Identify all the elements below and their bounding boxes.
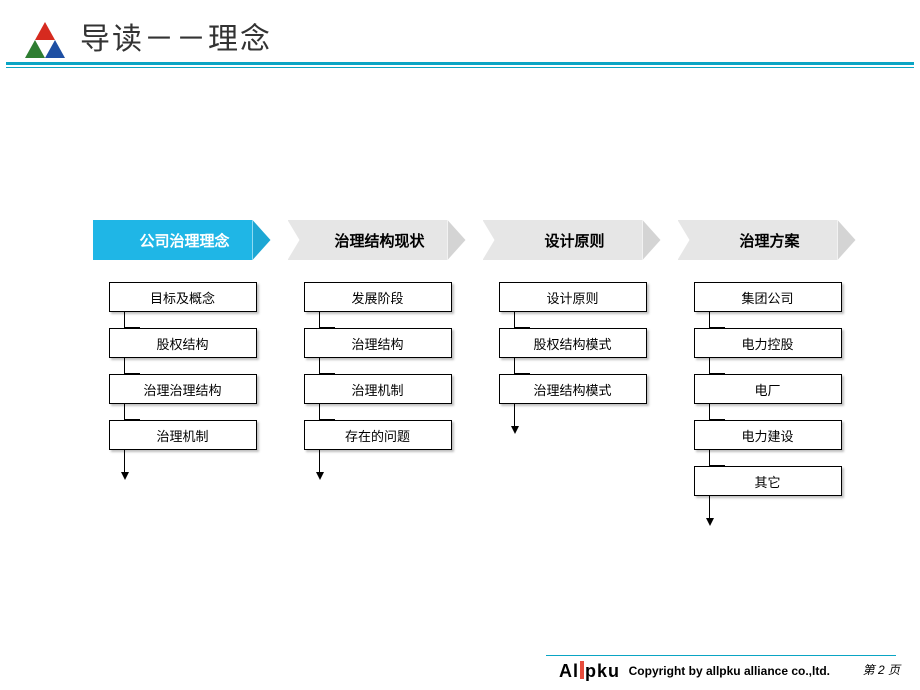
column-items: 设计原则股权结构模式治理结构模式 — [499, 282, 647, 434]
flow-item: 集团公司 — [694, 282, 842, 312]
header-rule-thin — [6, 67, 914, 68]
page-title: 导读－－理念 — [80, 14, 272, 58]
connector-line — [319, 404, 320, 420]
column-header-chevron: 设计原则 — [483, 220, 663, 260]
column-header-label: 公司治理理念 — [139, 230, 229, 251]
flow-item: 存在的问题 — [304, 420, 452, 450]
column-header-chevron: 公司治理理念 — [93, 220, 273, 260]
flow-item: 治理治理结构 — [109, 374, 257, 404]
logo-icon — [25, 22, 65, 58]
flow-item: 治理机制 — [304, 374, 452, 404]
connector-line — [319, 358, 320, 374]
flow-item: 治理结构 — [304, 328, 452, 358]
flowchart: 公司治理理念目标及概念股权结构治理治理结构治理机制治理结构现状发展阶段治理结构治… — [0, 220, 920, 526]
footer: Alpku Copyright by allpku alliance co.,l… — [0, 650, 920, 690]
flow-item: 电厂 — [694, 374, 842, 404]
flow-item: 其它 — [694, 466, 842, 496]
footer-logo-bar-icon — [580, 661, 584, 679]
column-items: 发展阶段治理结构治理机制存在的问题 — [304, 282, 452, 480]
flow-item: 治理结构模式 — [499, 374, 647, 404]
connector-line — [124, 358, 125, 374]
connector-line — [709, 450, 710, 466]
arrowhead-icon — [316, 472, 324, 480]
connector-line — [709, 358, 710, 374]
column-items: 集团公司电力控股电厂电力建设其它 — [694, 282, 842, 526]
connector-line — [319, 312, 320, 328]
connector-line — [709, 404, 710, 420]
flow-item: 股权结构模式 — [499, 328, 647, 358]
column-header-label: 治理结构现状 — [334, 230, 424, 251]
column-header-label: 治理方案 — [739, 230, 799, 251]
connector-line — [514, 358, 515, 374]
page-number: 第 2 页 — [863, 661, 900, 678]
footer-logo-left: Al — [559, 661, 579, 681]
flow-column: 设计原则设计原则股权结构模式治理结构模式 — [490, 220, 655, 526]
copyright-text: Copyright by allpku alliance co.,ltd. — [629, 664, 830, 678]
flow-item: 目标及概念 — [109, 282, 257, 312]
header-rule-thick — [6, 62, 914, 65]
tail-line — [709, 496, 710, 518]
flow-item: 电力控股 — [694, 328, 842, 358]
flow-column: 公司治理理念目标及概念股权结构治理治理结构治理机制 — [100, 220, 265, 526]
connector-line — [709, 312, 710, 328]
flow-item: 治理机制 — [109, 420, 257, 450]
arrowhead-icon — [706, 518, 714, 526]
column-header-chevron: 治理方案 — [678, 220, 858, 260]
column-header-label: 设计原则 — [544, 230, 604, 251]
connector-line — [124, 404, 125, 420]
flow-column: 治理结构现状发展阶段治理结构治理机制存在的问题 — [295, 220, 460, 526]
flow-item: 电力建设 — [694, 420, 842, 450]
flow-item: 设计原则 — [499, 282, 647, 312]
footer-logo-right: pku — [585, 661, 620, 681]
connector-line — [124, 312, 125, 328]
arrowhead-icon — [121, 472, 129, 480]
arrowhead-icon — [511, 426, 519, 434]
tail-line — [124, 450, 125, 472]
footer-rule — [546, 655, 896, 656]
flow-item: 发展阶段 — [304, 282, 452, 312]
footer-logo: Alpku — [559, 661, 620, 682]
tail-line — [319, 450, 320, 472]
slide: 导读－－理念 公司治理理念目标及概念股权结构治理治理结构治理机制治理结构现状发展… — [0, 0, 920, 690]
flow-item: 股权结构 — [109, 328, 257, 358]
tail-line — [514, 404, 515, 426]
header: 导读－－理念 — [0, 0, 920, 70]
column-header-chevron: 治理结构现状 — [288, 220, 468, 260]
connector-line — [514, 312, 515, 328]
column-items: 目标及概念股权结构治理治理结构治理机制 — [109, 282, 257, 480]
flow-column: 治理方案集团公司电力控股电厂电力建设其它 — [685, 220, 850, 526]
